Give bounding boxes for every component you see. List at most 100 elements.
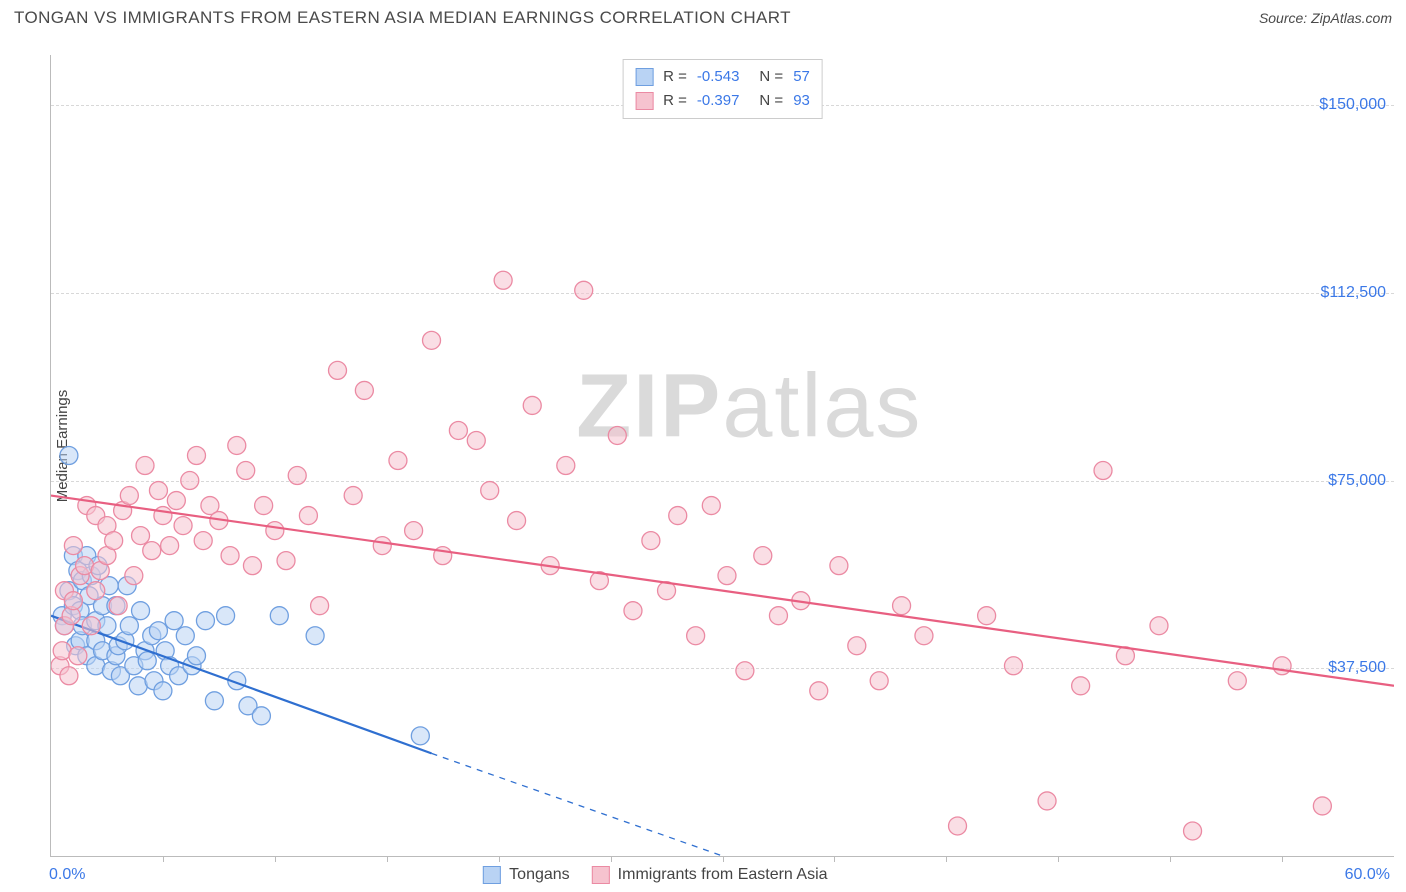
n-value-immigrants: 93 [793,89,810,113]
data-point [194,532,212,550]
data-point [196,612,214,630]
data-point [949,817,967,835]
data-point [344,487,362,505]
correlation-row-immigrants: R = -0.397 N = 93 [635,89,810,113]
data-point [167,492,185,510]
data-point [642,532,660,550]
data-point [608,426,626,444]
data-point [848,637,866,655]
x-tick [275,856,276,862]
data-point [217,607,235,625]
x-tick [1170,856,1171,862]
data-point [557,457,575,475]
data-point [870,672,888,690]
data-point [266,522,284,540]
n-value-tongans: 57 [793,65,810,89]
data-point [769,607,787,625]
data-point [136,457,154,475]
data-point [508,512,526,530]
data-point [389,452,407,470]
x-tick [499,856,500,862]
data-point [143,542,161,560]
data-point [523,396,541,414]
data-point [1094,462,1112,480]
correlation-row-tongans: R = -0.543 N = 57 [635,65,810,89]
x-axis-max-label: 60.0% [1345,866,1390,884]
data-point [82,617,100,635]
legend-item-tongans: Tongans [483,866,570,884]
data-point [411,727,429,745]
trend-line [51,616,432,754]
x-tick [387,856,388,862]
data-point [1150,617,1168,635]
data-point [125,567,143,585]
legend-item-immigrants: Immigrants from Eastern Asia [592,866,828,884]
data-point [174,517,192,535]
data-point [1038,792,1056,810]
scatter-plot-svg [51,55,1394,856]
data-point [64,537,82,555]
data-point [405,522,423,540]
data-point [87,582,105,600]
data-point [138,652,156,670]
r-value-immigrants: -0.397 [697,89,740,113]
chart-plot-area: ZIPatlas $37,500$75,000$112,500$150,000 … [50,55,1394,857]
trend-line-extrapolation [432,753,723,856]
data-point [255,497,273,515]
data-point [288,467,306,485]
chart-title: TONGAN VS IMMIGRANTS FROM EASTERN ASIA M… [14,8,791,28]
data-point [467,431,485,449]
data-point [176,627,194,645]
data-point [575,281,593,299]
r-value-tongans: -0.543 [697,65,740,89]
data-point [60,447,78,465]
data-point [64,592,82,610]
data-point [132,602,150,620]
data-point [449,421,467,439]
data-point [243,557,261,575]
data-point [187,447,205,465]
data-point [978,607,996,625]
x-tick [723,856,724,862]
data-point [915,627,933,645]
data-point [252,707,270,725]
data-point [270,607,288,625]
x-tick [163,856,164,862]
data-point [277,552,295,570]
x-tick [946,856,947,862]
data-point [154,507,172,525]
swatch-immigrants [635,92,653,110]
chart-header: TONGAN VS IMMIGRANTS FROM EASTERN ASIA M… [0,0,1406,38]
data-point [306,627,324,645]
chart-source: Source: ZipAtlas.com [1259,10,1392,26]
data-point [69,647,87,665]
data-point [237,462,255,480]
x-tick [1058,856,1059,862]
data-point [187,647,205,665]
data-point [149,622,167,640]
data-point [754,547,772,565]
swatch-tongans [635,68,653,86]
data-point [1228,672,1246,690]
data-point [355,381,373,399]
data-point [1184,822,1202,840]
data-point [1072,677,1090,695]
data-point [669,507,687,525]
data-point [228,436,246,454]
data-point [181,472,199,490]
data-point [373,537,391,555]
data-point [60,667,78,685]
data-point [311,597,329,615]
data-point [1004,657,1022,675]
data-point [687,627,705,645]
data-point [736,662,754,680]
data-point [1313,797,1331,815]
data-point [109,597,127,615]
data-point [149,482,167,500]
x-axis-min-label: 0.0% [49,866,85,884]
data-point [132,527,150,545]
data-point [120,617,138,635]
swatch-tongans-icon [483,866,501,884]
x-tick [611,856,612,862]
x-tick [834,856,835,862]
